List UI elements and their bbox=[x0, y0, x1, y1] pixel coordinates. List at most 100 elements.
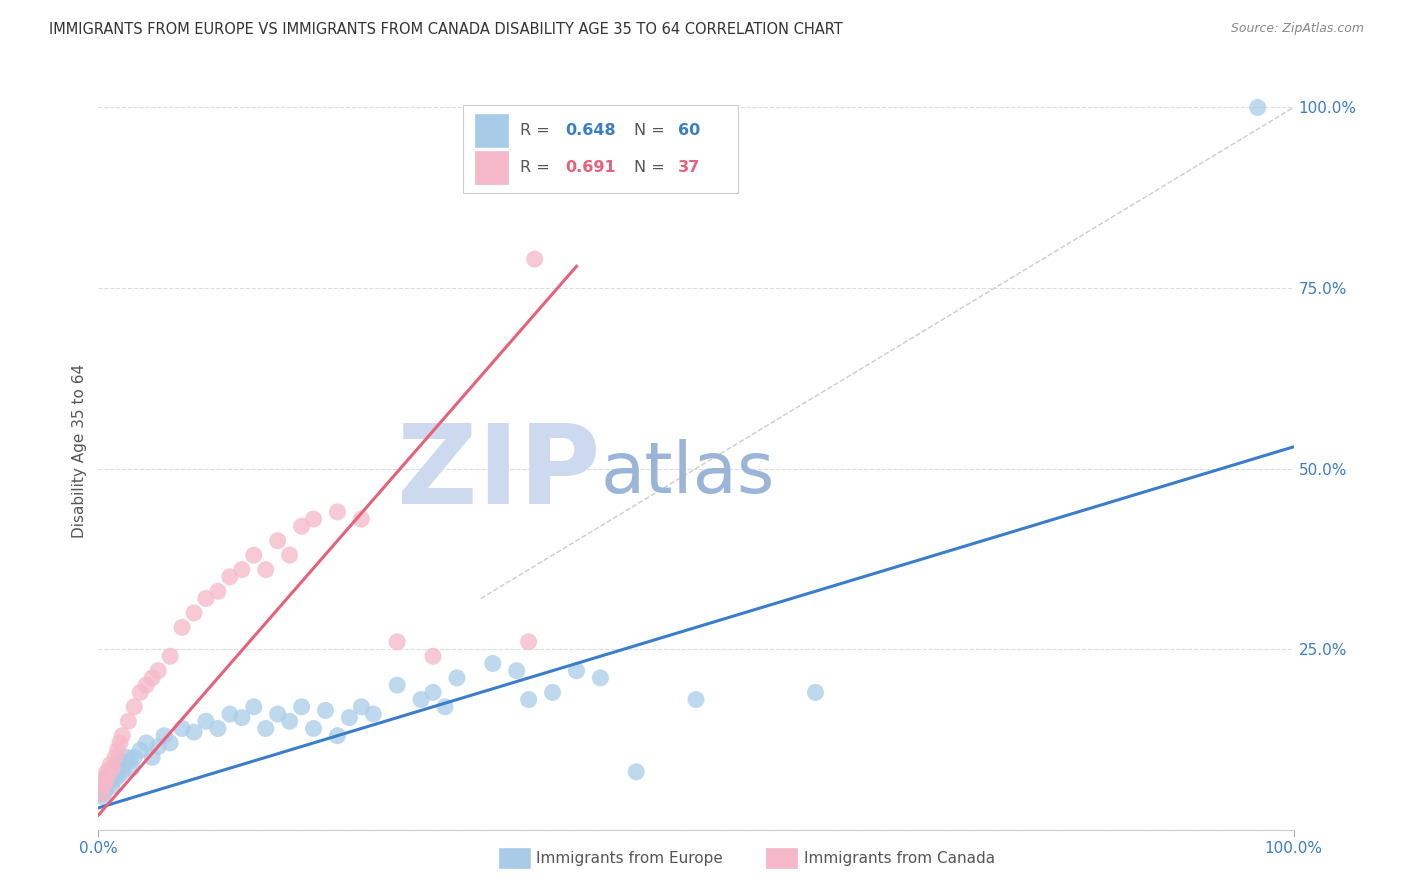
Point bbox=[278, 548, 301, 562]
Point bbox=[183, 606, 205, 620]
Point bbox=[159, 736, 181, 750]
Point bbox=[350, 699, 373, 714]
Point bbox=[523, 252, 546, 266]
Point bbox=[243, 548, 266, 562]
Bar bbox=[475, 151, 509, 185]
Point bbox=[172, 722, 194, 736]
Text: Immigrants from Canada: Immigrants from Canada bbox=[804, 851, 995, 865]
Point bbox=[565, 664, 588, 678]
Point bbox=[98, 757, 122, 772]
Text: R =: R = bbox=[520, 161, 555, 175]
Point bbox=[422, 649, 444, 664]
Point bbox=[135, 736, 157, 750]
Point bbox=[506, 664, 529, 678]
Point bbox=[105, 757, 128, 772]
Point bbox=[339, 711, 361, 725]
Point bbox=[207, 584, 229, 599]
Point bbox=[159, 649, 181, 664]
Point bbox=[107, 743, 129, 757]
Point bbox=[118, 754, 141, 768]
Point bbox=[231, 563, 253, 577]
Point bbox=[385, 635, 409, 649]
Point bbox=[411, 692, 433, 706]
Point bbox=[96, 764, 118, 779]
Point bbox=[195, 591, 218, 606]
Point bbox=[108, 736, 131, 750]
Point bbox=[148, 664, 170, 678]
Point bbox=[114, 757, 136, 772]
Point bbox=[124, 699, 146, 714]
Point bbox=[93, 772, 115, 786]
Bar bbox=[475, 114, 509, 147]
Point bbox=[96, 772, 118, 786]
Point bbox=[254, 722, 277, 736]
Point bbox=[267, 706, 290, 721]
Point bbox=[129, 685, 152, 699]
Point bbox=[350, 512, 373, 526]
Y-axis label: Disability Age 35 to 64: Disability Age 35 to 64 bbox=[72, 363, 87, 538]
Text: atlas: atlas bbox=[600, 439, 775, 508]
Point bbox=[302, 722, 325, 736]
Point bbox=[517, 635, 540, 649]
Point bbox=[326, 505, 349, 519]
Point bbox=[243, 699, 266, 714]
Point bbox=[111, 764, 134, 779]
Text: IMMIGRANTS FROM EUROPE VS IMMIGRANTS FROM CANADA DISABILITY AGE 35 TO 64 CORRELA: IMMIGRANTS FROM EUROPE VS IMMIGRANTS FRO… bbox=[49, 22, 844, 37]
Text: 0.648: 0.648 bbox=[565, 123, 616, 138]
Point bbox=[363, 706, 385, 721]
Point bbox=[183, 725, 205, 739]
Text: 37: 37 bbox=[678, 161, 700, 175]
Point bbox=[98, 764, 121, 779]
Point bbox=[104, 750, 127, 764]
Point bbox=[91, 787, 114, 801]
Point bbox=[207, 722, 229, 736]
Point bbox=[91, 779, 114, 793]
Point bbox=[111, 729, 134, 743]
Point bbox=[135, 678, 157, 692]
Point bbox=[91, 790, 114, 805]
Point bbox=[1247, 100, 1270, 114]
Point bbox=[172, 620, 194, 634]
Point bbox=[129, 743, 152, 757]
Point bbox=[291, 519, 314, 533]
Point bbox=[97, 775, 120, 789]
Point bbox=[124, 750, 146, 764]
Point bbox=[541, 685, 564, 699]
Point bbox=[101, 761, 124, 775]
Point bbox=[482, 657, 505, 671]
Point bbox=[91, 787, 114, 801]
Point bbox=[107, 764, 129, 779]
Point bbox=[231, 711, 253, 725]
Text: N =: N = bbox=[634, 161, 669, 175]
Point bbox=[422, 685, 444, 699]
Point bbox=[141, 750, 163, 764]
Point bbox=[107, 768, 129, 782]
Point bbox=[434, 699, 457, 714]
Point bbox=[302, 512, 325, 526]
Point bbox=[685, 692, 707, 706]
FancyBboxPatch shape bbox=[463, 105, 738, 193]
Point bbox=[219, 570, 242, 584]
Text: Immigrants from Europe: Immigrants from Europe bbox=[536, 851, 723, 865]
Point bbox=[115, 750, 138, 764]
Point bbox=[97, 768, 120, 782]
Point bbox=[94, 775, 117, 789]
Point bbox=[98, 768, 122, 782]
Point bbox=[385, 678, 409, 692]
Point bbox=[104, 772, 127, 786]
Point bbox=[101, 772, 124, 786]
Point bbox=[148, 739, 170, 754]
Point bbox=[219, 706, 242, 721]
Point bbox=[93, 779, 115, 793]
Text: R =: R = bbox=[520, 123, 555, 138]
Point bbox=[94, 782, 117, 797]
Point bbox=[153, 729, 176, 743]
Point bbox=[121, 761, 143, 775]
Point bbox=[517, 692, 540, 706]
Point bbox=[291, 699, 314, 714]
Point bbox=[804, 685, 827, 699]
Point bbox=[117, 714, 139, 729]
Point bbox=[315, 703, 337, 717]
Point bbox=[141, 671, 163, 685]
Point bbox=[254, 563, 277, 577]
